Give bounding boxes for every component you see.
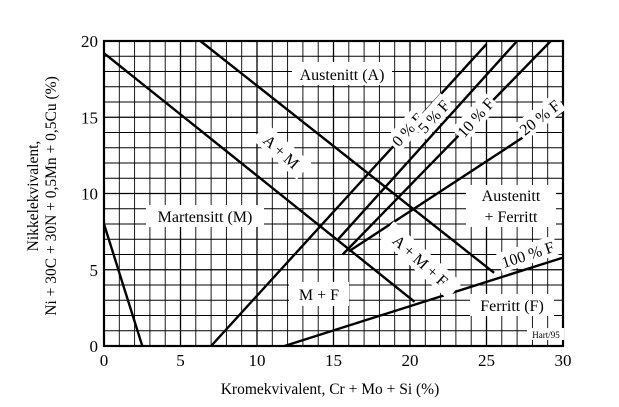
y-axis-label-line2: Ni + 30C + 30N + 0,5Mn + 0,5Cu (%) [43,76,60,315]
x-axis-label: Kromekvivalent, Cr + Mo + Si (%) [221,381,440,398]
boundary-line [341,40,552,256]
boundary-line [337,40,518,241]
credit: Hart/95 [527,328,564,340]
x-tick-label: 25 [478,351,495,370]
y-axis-label: Nikkelekvivalent, Ni + 30C + 30N + 0,5Mn… [25,76,60,315]
x-tick-label: 0 [100,351,109,370]
y-tick-label: 5 [90,261,99,280]
plot-frame [102,39,565,348]
region-ferrite: Ferritt (F) [470,294,554,316]
region-austenite-ferrite: Austenitt + Ferritt [466,185,556,227]
boundary-line [199,40,495,274]
x-tick-label: 15 [325,351,342,370]
boundary-line [284,256,564,348]
y-axis-label-line1: Nikkelekvivalent, [25,141,42,252]
region-austenite: Austenitt (A) [292,62,392,85]
boundary-line [103,52,416,303]
y-tick-label: 10 [81,185,98,204]
x-tick-label: 20 [402,351,419,370]
region-label-martensite: Martensitt (M) [158,209,253,226]
region-label-a-m-f: A + M + F [389,232,451,290]
y-tick-label: 20 [81,32,98,51]
tick-labels: 0 5 10 15 20 25 30 0 5 10 15 20 [81,32,572,370]
region-label-austenite-ferrite-1: Austenitt [482,188,541,205]
y-tick-label: 0 [90,337,99,356]
x-tick-label: 30 [555,351,572,370]
region-a-m: A + M [252,123,312,180]
label-100-f: 100 % F [496,235,560,273]
region-martensite: Martensitt (M) [146,205,264,227]
y-tick-label: 15 [81,108,98,127]
region-label-m-f: M + F [299,287,339,304]
region-a-m-f: A + M + F [379,221,463,300]
boundary-line [102,223,144,347]
region-label-ferrite: Ferritt (F) [480,298,544,315]
phase-boundaries [102,40,564,348]
region-m-f: M + F [289,282,349,306]
region-label-austenite-ferrite-2: + Ferritt [484,209,538,226]
x-tick-label: 10 [249,351,266,370]
region-label-austenite: Austenitt (A) [300,67,385,84]
credit-text: Hart/95 [532,330,560,340]
x-tick-label: 5 [176,351,185,370]
